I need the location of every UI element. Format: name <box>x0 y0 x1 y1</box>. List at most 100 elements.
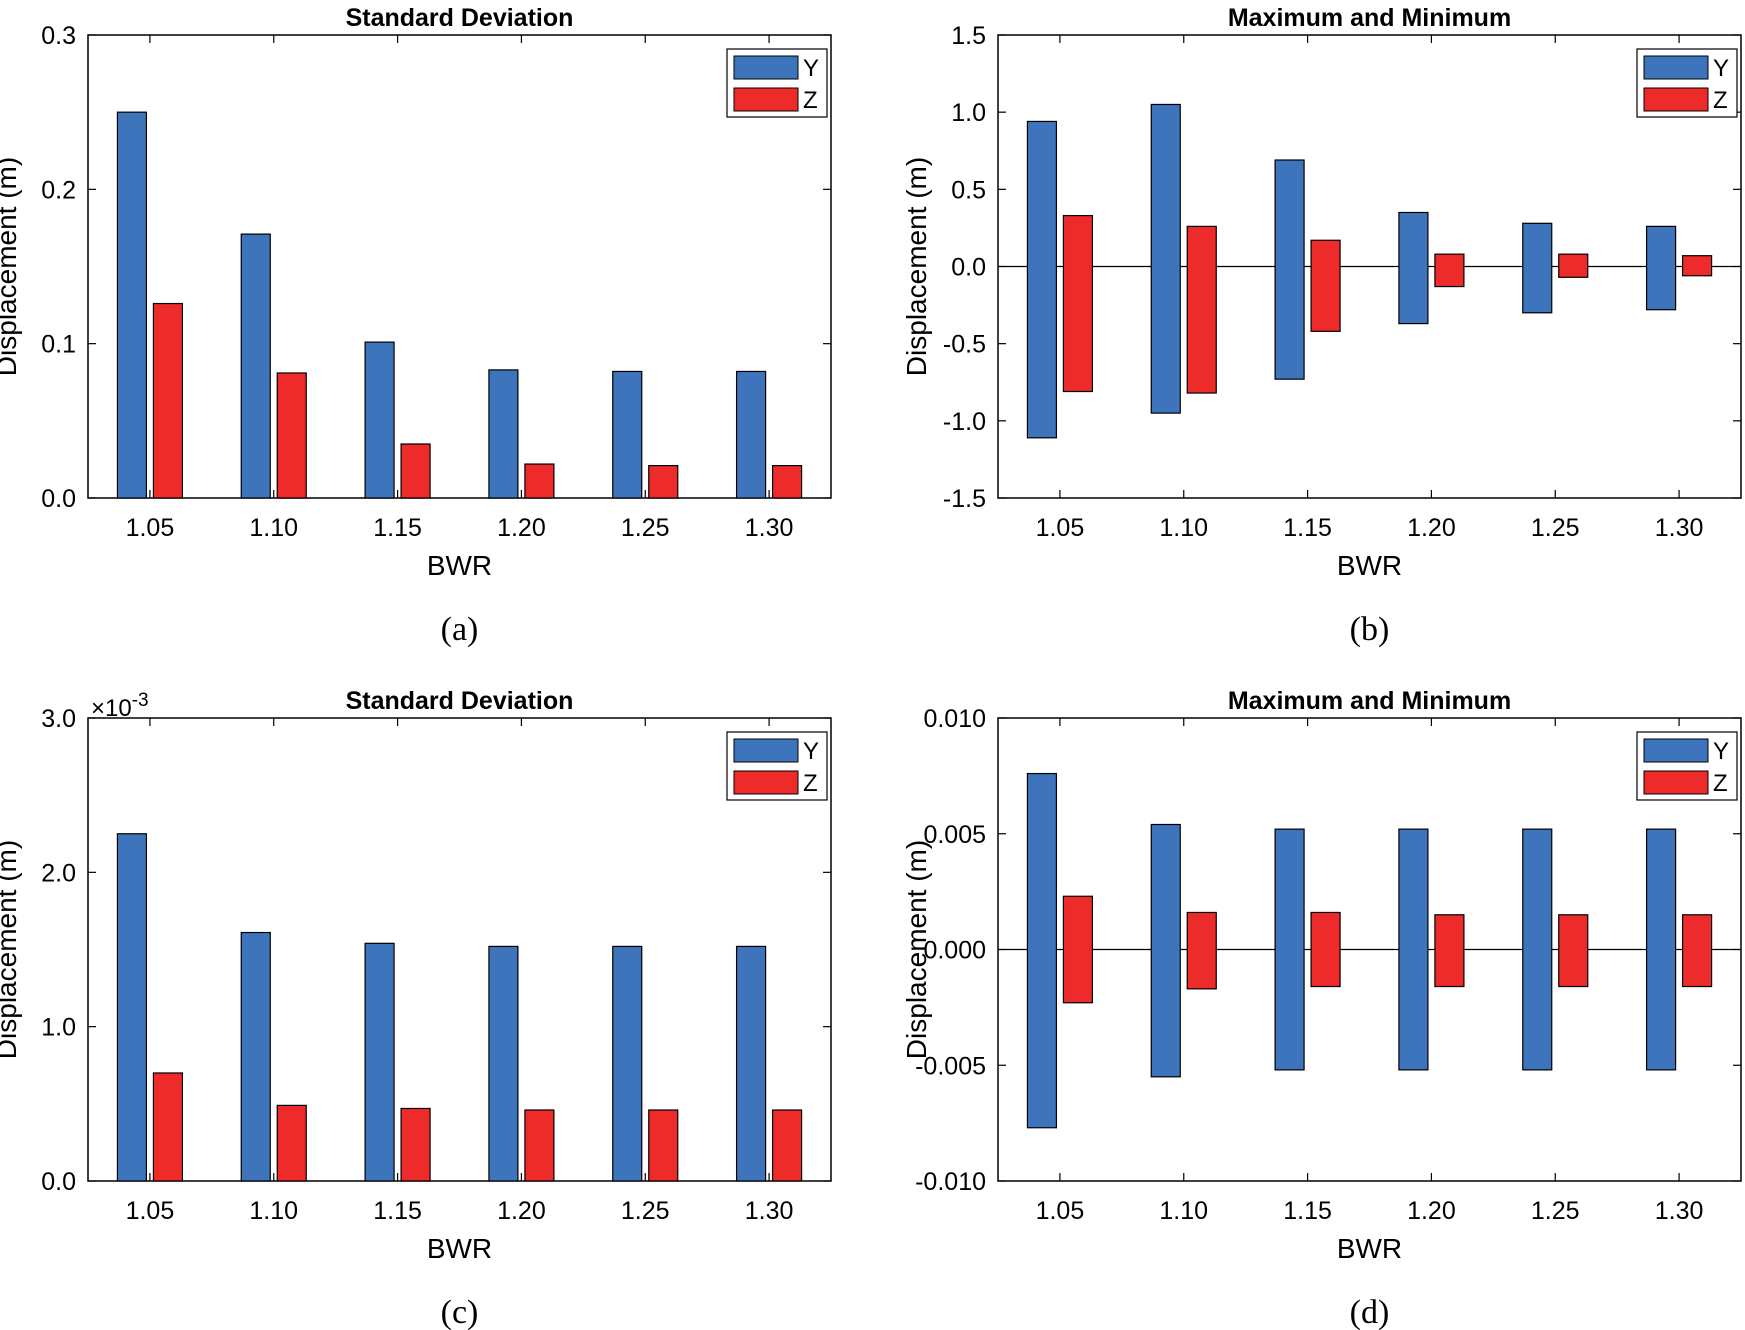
y-tick-label: -1.0 <box>943 408 986 436</box>
y-tick-label: -0.005 <box>915 1052 986 1080</box>
x-tick-label: 1.20 <box>1407 514 1456 542</box>
legend-label-y: Y <box>803 55 819 82</box>
x-tick-label: 1.30 <box>745 514 794 542</box>
y-tick-label: 0.0 <box>41 485 76 513</box>
x-tick-label: 1.30 <box>745 1197 794 1225</box>
panel-c: Standard Deviation 0.0 1.0 2.0 3.0 1.05 1.10 1.… <box>0 687 832 1330</box>
bar-y-1.25 <box>612 370 643 499</box>
bar-y-1.15 <box>364 942 395 1182</box>
panel-caption: (d) <box>1350 1294 1390 1330</box>
x-tick-label: 1.15 <box>373 1197 422 1225</box>
x-tick-label: 1.05 <box>1036 1197 1085 1225</box>
y-tick-label: 0.010 <box>923 705 986 733</box>
legend: YZ <box>726 731 828 801</box>
y-axis-label: Displacement (m) <box>901 840 932 1059</box>
bar-y-1.20 <box>1398 828 1429 1071</box>
x-tick-label: 1.15 <box>1283 1197 1332 1225</box>
bar-y-1.05 <box>1026 120 1058 439</box>
legend-label-z: Z <box>1713 87 1728 114</box>
bar-y-1.05 <box>116 833 148 1182</box>
bar-y-1.10 <box>1150 103 1181 414</box>
legend-label-y: Y <box>1713 738 1729 765</box>
panel-d: Maximum and Minimum -0.010 -0.005 0.000 0.00… <box>901 687 1742 1330</box>
bar-z-1.30 <box>771 464 803 499</box>
x-tick-label: 1.20 <box>1407 1197 1456 1225</box>
bar-y-1.30 <box>735 370 767 499</box>
bar-z-1.25 <box>648 1109 679 1182</box>
y-tick-label: 0.0 <box>951 254 986 282</box>
bar-z-1.05 <box>1062 214 1094 393</box>
bar-y-1.05 <box>116 111 148 499</box>
legend-swatch-z <box>733 770 799 795</box>
bar-y-1.15 <box>1274 159 1305 380</box>
bar-z-1.05 <box>152 302 184 499</box>
chart-title: Maximum and Minimum <box>1228 4 1511 32</box>
axes-box <box>87 34 832 499</box>
panel-caption: (a) <box>441 611 479 648</box>
x-axis-label: BWR <box>1337 1233 1402 1264</box>
y-tick-label: 0.3 <box>41 22 76 50</box>
legend-swatch-z <box>1643 770 1709 795</box>
bar-z-1.20 <box>1434 914 1465 988</box>
bar-z-1.10 <box>1186 911 1217 990</box>
legend: YZ <box>1636 48 1738 118</box>
legend-swatch-z <box>1643 87 1709 112</box>
y-axis-label: Displacement (m) <box>0 157 22 376</box>
legend-label-z: Z <box>1713 770 1728 797</box>
x-tick-label: 1.10 <box>249 514 298 542</box>
bar-y-1.10 <box>1150 823 1181 1078</box>
x-tick-label: 1.15 <box>1283 514 1332 542</box>
legend-swatch-y <box>733 55 799 80</box>
bar-z-1.15 <box>1310 911 1341 988</box>
bar-z-1.05 <box>152 1072 184 1182</box>
bar-z-1.20 <box>1434 253 1465 288</box>
bar-y-1.25 <box>1522 222 1553 314</box>
legend-swatch-z <box>733 87 799 112</box>
x-axis-label: BWR <box>1337 550 1402 581</box>
chart-title: Standard Deviation <box>346 4 574 32</box>
x-tick-label: 1.10 <box>1159 1197 1208 1225</box>
bar-z-1.10 <box>276 372 307 499</box>
bar-z-1.30 <box>1681 914 1713 988</box>
x-tick-label: 1.20 <box>497 1197 546 1225</box>
exponent-label: ×10-3 <box>91 690 149 722</box>
legend-swatch-y <box>733 738 799 763</box>
bar-y-1.20 <box>1398 211 1429 325</box>
x-tick-label: 1.25 <box>1531 514 1580 542</box>
bar-y-1.05 <box>1026 772 1058 1129</box>
bar-z-1.15 <box>1310 239 1341 332</box>
y-tick-label: 1.0 <box>41 1014 76 1042</box>
legend-label-y: Y <box>803 738 819 765</box>
bar-y-1.30 <box>1645 828 1677 1071</box>
x-tick-label: 1.10 <box>249 1197 298 1225</box>
chart-title: Maximum and Minimum <box>1228 687 1511 715</box>
bar-y-1.20 <box>488 945 519 1182</box>
panel-b: Maximum and Minimum -1.5 -1.0 -0.5 0.0 0.5 1.0… <box>901 4 1742 648</box>
y-tick-label: 1.5 <box>951 22 986 50</box>
x-tick-label: 1.25 <box>621 1197 670 1225</box>
bar-y-1.15 <box>1274 828 1305 1071</box>
x-tick-label: 1.25 <box>621 514 670 542</box>
bar-y-1.10 <box>240 233 271 499</box>
legend-label-z: Z <box>803 87 818 114</box>
y-tick-label: -1.5 <box>943 485 986 513</box>
bar-z-1.15 <box>400 1107 431 1182</box>
bar-z-1.25 <box>1558 914 1589 988</box>
bar-y-1.25 <box>1522 828 1553 1071</box>
x-tick-label: 1.10 <box>1159 514 1208 542</box>
y-tick-label: 0.1 <box>41 331 76 359</box>
y-tick-label: 0.005 <box>923 821 986 849</box>
y-tick-label: 3.0 <box>41 705 76 733</box>
x-tick-label: 1.20 <box>497 514 546 542</box>
panel-caption: (c) <box>441 1294 479 1330</box>
bar-z-1.25 <box>648 464 679 499</box>
bar-z-1.20 <box>524 463 555 499</box>
x-tick-label: 1.05 <box>1036 514 1085 542</box>
y-axis-label: Displacement (m) <box>0 840 22 1059</box>
bar-y-1.20 <box>488 369 519 499</box>
x-tick-label: 1.30 <box>1655 1197 1704 1225</box>
legend-label-z: Z <box>803 770 818 797</box>
panel-caption: (b) <box>1350 611 1390 648</box>
y-tick-label: 0.5 <box>951 176 986 204</box>
